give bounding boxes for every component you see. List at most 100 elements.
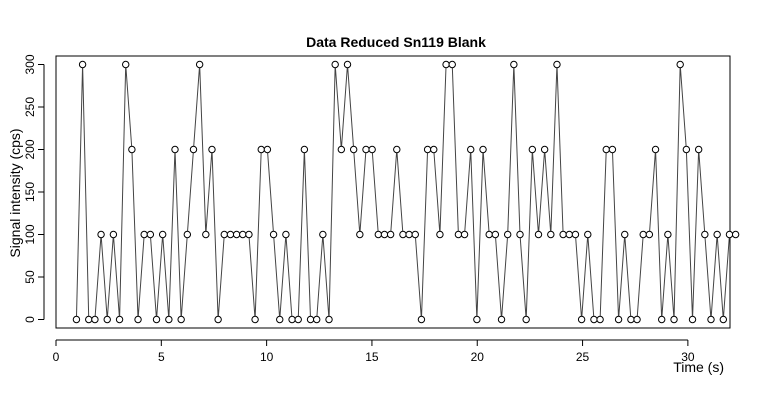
data-point (534, 230, 543, 239)
data-point (245, 230, 253, 239)
data-point (263, 145, 272, 154)
data-point (294, 315, 302, 324)
data-point (269, 230, 278, 239)
data-point (658, 315, 666, 324)
data-point (448, 60, 456, 69)
data-point (300, 145, 309, 154)
data-point (682, 145, 691, 154)
data-point (134, 315, 142, 324)
y-axis: 0 50 100 150 200 250 300 (23, 54, 45, 323)
data-point (436, 230, 444, 239)
data-point (337, 145, 346, 154)
data-point (171, 145, 179, 154)
data-point (707, 315, 715, 324)
x-axis-label: Time (s) (673, 359, 724, 375)
data-point (547, 230, 555, 239)
data-point (608, 145, 617, 154)
data-point (189, 145, 198, 154)
data-point (694, 145, 703, 154)
data-point (146, 230, 155, 239)
data-point (306, 315, 315, 324)
data-point (374, 230, 383, 239)
data-point (72, 315, 81, 324)
data-point (331, 60, 339, 69)
data-point (356, 230, 364, 239)
data-point (553, 60, 561, 69)
data-point (430, 145, 438, 154)
series-line (75, 64, 736, 320)
data-point (497, 315, 506, 324)
data-point (239, 230, 247, 239)
data-point (485, 230, 493, 239)
data-point (442, 60, 450, 69)
data-point (276, 315, 284, 324)
data-point (91, 315, 99, 324)
data-point (522, 315, 530, 324)
data-point (540, 145, 549, 154)
data-point (565, 230, 573, 239)
data-point (349, 145, 358, 154)
data-point (368, 145, 376, 154)
data-point (627, 315, 635, 324)
data-point (590, 315, 598, 324)
data-point (491, 230, 500, 239)
data-point (399, 230, 407, 239)
data-point (152, 315, 161, 324)
data-point (417, 315, 426, 324)
data-point (725, 230, 734, 239)
data-point (208, 145, 216, 154)
data-point (380, 230, 389, 239)
data-point (393, 145, 401, 154)
data-point (411, 230, 419, 239)
data-point (122, 60, 130, 69)
data-point (282, 230, 290, 239)
y-tick-label: 250 (23, 97, 37, 117)
data-point (528, 145, 537, 154)
x-tick-label: 10 (260, 350, 274, 364)
data-point (479, 145, 487, 154)
data-point (701, 230, 709, 239)
x-tick-label: 25 (576, 350, 590, 364)
data-point (633, 315, 641, 324)
data-point (467, 145, 475, 154)
data-point (645, 230, 654, 239)
data-point (571, 230, 580, 239)
data-point (719, 315, 728, 324)
x-axis: 0 5 10 15 20 25 30 (53, 339, 695, 364)
x-tick-label: 0 (53, 350, 60, 364)
data-point (177, 315, 185, 324)
x-tick-label: 5 (158, 350, 165, 364)
data-point (602, 145, 610, 154)
data-point (614, 315, 623, 324)
data-point (257, 145, 265, 154)
y-tick-label: 200 (23, 139, 37, 159)
data-point (510, 60, 518, 69)
data-point (670, 315, 678, 324)
y-tick-label: 300 (23, 54, 37, 74)
data-point (195, 60, 204, 69)
data-point (288, 315, 296, 324)
data-point (423, 145, 432, 154)
chart-title: Data Reduced Sn119 Blank (306, 34, 486, 50)
data-point (251, 315, 259, 324)
data-point (596, 315, 604, 324)
data-point (676, 60, 684, 69)
data-point (503, 230, 512, 239)
x-tick-label: 30 (681, 350, 695, 364)
data-points (72, 60, 740, 324)
data-point (343, 60, 352, 69)
data-point (460, 230, 469, 239)
data-point (214, 315, 222, 324)
y-axis-label: Signal intensity (cps) (7, 128, 23, 257)
data-point (115, 315, 124, 324)
x-tick-label: 20 (471, 350, 485, 364)
data-point (386, 230, 395, 239)
data-point (313, 315, 321, 324)
data-point (85, 315, 93, 324)
x-tick-label: 15 (365, 350, 379, 364)
y-tick-label: 50 (23, 270, 37, 284)
data-point (473, 315, 481, 324)
data-point (454, 230, 463, 239)
data-point (639, 230, 647, 239)
